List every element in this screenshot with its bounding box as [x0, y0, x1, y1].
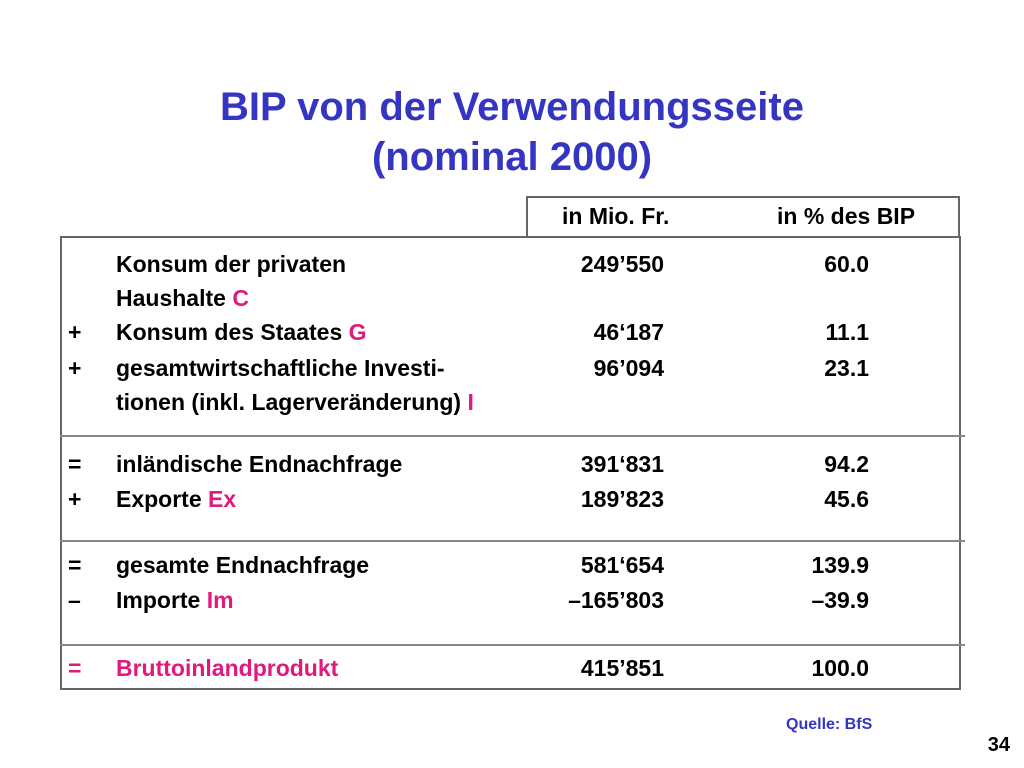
page-title: BIP von der Verwendungsseite (nominal 20…	[0, 82, 1024, 182]
row-symbol: C	[232, 285, 249, 311]
row-value: 391‘831	[580, 451, 664, 477]
table-separator	[60, 540, 965, 542]
row-percent: 100.0	[811, 655, 869, 681]
row-operator: +	[68, 355, 82, 381]
row-label: Importe Im	[116, 587, 234, 613]
row-value: 189’823	[580, 486, 664, 512]
gdp-table	[60, 236, 961, 690]
row-operator: =	[68, 552, 82, 578]
row-operator: –	[68, 587, 81, 613]
row-value: 581‘654	[580, 552, 664, 578]
row-percent: 60.0	[824, 251, 869, 277]
row-label: gesamtwirtschaftliche Investi-	[116, 355, 445, 381]
table-header-box	[526, 196, 960, 236]
row-percent: 11.1	[825, 319, 870, 345]
row-label: tionen (inkl. Lagerveränderung) I	[116, 389, 474, 415]
row-value: 96’094	[593, 355, 664, 381]
row-value: –165’803	[568, 587, 664, 613]
row-value: 249’550	[580, 251, 664, 277]
row-percent: 23.1	[824, 355, 869, 381]
title-line-1: BIP von der Verwendungsseite	[220, 85, 804, 129]
row-operator: =	[68, 451, 82, 477]
row-operator: +	[68, 486, 82, 512]
row-label: Bruttoinlandprodukt	[116, 655, 339, 681]
row-symbol: Im	[206, 587, 234, 613]
source-note: Quelle: BfS	[786, 716, 873, 733]
row-percent: 139.9	[811, 552, 869, 578]
row-label: Konsum der privaten	[116, 251, 347, 277]
page-number: 34	[987, 734, 1010, 756]
title-line-2: (nominal 2000)	[371, 135, 653, 179]
row-label: Konsum des Staates G	[116, 319, 367, 345]
row-symbol: G	[348, 319, 367, 345]
row-symbol: I	[467, 389, 474, 415]
row-percent: 45.6	[824, 486, 869, 512]
row-percent: 94.2	[824, 451, 869, 477]
row-label: inländische Endnachfrage	[116, 451, 403, 477]
column-header-value: in Mio. Fr.	[562, 203, 670, 229]
table-separator	[60, 435, 965, 437]
row-label: gesamte Endnachfrage	[116, 552, 370, 578]
row-value: 46‘187	[593, 319, 664, 345]
row-symbol: Ex	[208, 486, 237, 512]
row-value: 415’851	[580, 655, 664, 681]
table-separator	[60, 644, 965, 646]
row-label: Exporte Ex	[116, 486, 237, 512]
column-header-percent: in % des BIP	[777, 203, 916, 229]
row-operator: +	[68, 319, 82, 345]
row-operator: =	[68, 655, 82, 681]
row-percent: –39.9	[811, 587, 869, 613]
row-label: Haushalte C	[116, 285, 249, 311]
